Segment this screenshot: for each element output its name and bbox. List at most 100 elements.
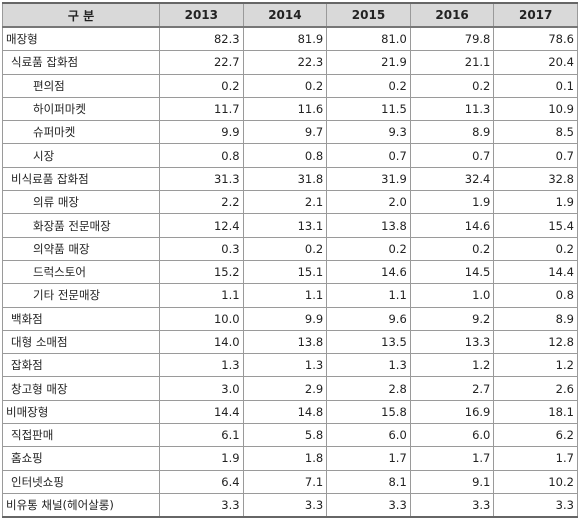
cell-value: 2.7 — [409, 376, 495, 401]
table-row: 비매장형 14.4 14.8 15.8 16.9 18.1 — [2, 399, 578, 425]
table-row: 의약품 매장 0.3 0.2 0.2 0.2 0.2 — [2, 236, 578, 261]
market-share-table: 구 분 2013 2014 2015 2016 2017 매장형 82.3 81.9… — [2, 2, 578, 519]
cell-value: 2.6 — [493, 376, 578, 401]
cell-value: 12.8 — [493, 329, 578, 355]
cell-value: 1.3 — [242, 353, 328, 378]
cell-value: 13.8 — [242, 329, 328, 355]
cell-value: 11.5 — [326, 96, 411, 122]
table-row: 인터넷쇼핑 6.4 7.1 8.1 9.1 10.2 — [2, 469, 578, 494]
cell-value: 2.2 — [159, 190, 244, 215]
cell-value: 2.0 — [326, 190, 411, 215]
cell-value: 3.3 — [409, 492, 495, 519]
cell-value: 8.9 — [493, 306, 578, 331]
header-year: 2017 — [493, 2, 578, 28]
table-row: 비식료품 잡화점 31.3 31.8 31.9 32.4 32.8 — [2, 166, 578, 192]
cell-value: 2.9 — [242, 376, 328, 401]
cell-value: 22.3 — [242, 50, 328, 75]
cell-value: 2.8 — [326, 376, 411, 401]
cell-value: 6.1 — [159, 423, 244, 448]
cell-value: 9.9 — [159, 120, 244, 145]
cell-value: 0.1 — [493, 73, 578, 98]
header-year: 2015 — [326, 2, 411, 28]
table-row: 잡화점 1.3 1.3 1.3 1.2 1.2 — [2, 353, 578, 378]
cell-value: 0.3 — [159, 236, 244, 261]
cell-value: 9.7 — [242, 120, 328, 145]
cell-value: 9.2 — [409, 306, 495, 331]
row-label: 기타 전문매장 — [2, 283, 160, 308]
cell-value: 1.2 — [493, 353, 578, 378]
cell-value: 0.8 — [242, 143, 328, 168]
header-year: 2013 — [159, 2, 244, 28]
cell-value: 1.9 — [409, 190, 495, 215]
cell-value: 1.8 — [242, 446, 328, 471]
cell-value: 15.2 — [159, 259, 244, 285]
cell-value: 31.9 — [326, 166, 411, 192]
row-label: 드럭스토어 — [2, 259, 160, 285]
cell-value: 1.2 — [409, 353, 495, 378]
cell-value: 3.3 — [242, 492, 328, 519]
cell-value: 14.0 — [159, 329, 244, 355]
table-row: 기타 전문매장 1.1 1.1 1.1 1.0 0.8 — [2, 283, 578, 308]
cell-value: 1.9 — [493, 190, 578, 215]
cell-value: 16.9 — [409, 399, 495, 425]
cell-value: 0.7 — [493, 143, 578, 168]
cell-value: 8.5 — [493, 120, 578, 145]
table-row: 의류 매장 2.2 2.1 2.0 1.9 1.9 — [2, 190, 578, 215]
table-row: 시장 0.8 0.8 0.7 0.7 0.7 — [2, 143, 578, 168]
header-year: 2016 — [409, 2, 495, 28]
cell-value: 3.3 — [326, 492, 411, 519]
cell-value: 9.3 — [326, 120, 411, 145]
cell-value: 79.8 — [409, 26, 495, 52]
cell-value: 10.9 — [493, 96, 578, 122]
cell-value: 1.7 — [493, 446, 578, 471]
cell-value: 6.0 — [409, 423, 495, 448]
cell-value: 6.2 — [493, 423, 578, 448]
row-label: 백화점 — [2, 306, 160, 331]
row-label: 화장품 전문매장 — [2, 213, 160, 238]
cell-value: 2.1 — [242, 190, 328, 215]
cell-value: 81.9 — [242, 26, 328, 52]
header-category: 구 분 — [2, 2, 160, 28]
cell-value: 13.8 — [326, 213, 411, 238]
row-label: 창고형 매장 — [2, 376, 160, 401]
cell-value: 0.2 — [326, 236, 411, 261]
cell-value: 14.5 — [409, 259, 495, 285]
row-label: 하이퍼마켓 — [2, 96, 160, 122]
table-row: 비유통 채널(헤어살롱) 3.3 3.3 3.3 3.3 3.3 — [2, 492, 578, 519]
cell-value: 20.4 — [493, 50, 578, 75]
cell-value: 11.7 — [159, 96, 244, 122]
row-label: 비매장형 — [2, 399, 160, 425]
row-label: 비유통 채널(헤어살롱) — [2, 492, 160, 519]
cell-value: 0.2 — [326, 73, 411, 98]
row-label: 시장 — [2, 143, 160, 168]
cell-value: 6.4 — [159, 469, 244, 494]
table-row: 직접판매 6.1 5.8 6.0 6.0 6.2 — [2, 423, 578, 448]
cell-value: 1.0 — [409, 283, 495, 308]
table-row: 슈퍼마켓 9.9 9.7 9.3 8.9 8.5 — [2, 120, 578, 145]
row-label: 인터넷쇼핑 — [2, 469, 160, 494]
header-row: 구 분 2013 2014 2015 2016 2017 — [2, 2, 578, 28]
row-label: 편의점 — [2, 73, 160, 98]
cell-value: 0.2 — [409, 236, 495, 261]
row-label: 의류 매장 — [2, 190, 160, 215]
cell-value: 0.2 — [493, 236, 578, 261]
row-label: 직접판매 — [2, 423, 160, 448]
table-row: 홈쇼핑 1.9 1.8 1.7 1.7 1.7 — [2, 446, 578, 471]
cell-value: 0.8 — [493, 283, 578, 308]
cell-value: 1.1 — [326, 283, 411, 308]
row-label: 잡화점 — [2, 353, 160, 378]
cell-value: 1.7 — [409, 446, 495, 471]
cell-value: 81.0 — [326, 26, 411, 52]
table-row: 드럭스토어 15.2 15.1 14.6 14.5 14.4 — [2, 259, 578, 285]
cell-value: 1.9 — [159, 446, 244, 471]
cell-value: 8.1 — [326, 469, 411, 494]
cell-value: 1.3 — [159, 353, 244, 378]
cell-value: 0.8 — [159, 143, 244, 168]
cell-value: 14.6 — [326, 259, 411, 285]
table-row: 식료품 잡화점 22.7 22.3 21.9 21.1 20.4 — [2, 50, 578, 75]
cell-value: 31.8 — [242, 166, 328, 192]
cell-value: 0.7 — [409, 143, 495, 168]
cell-value: 0.2 — [409, 73, 495, 98]
cell-value: 1.1 — [242, 283, 328, 308]
cell-value: 9.6 — [326, 306, 411, 331]
